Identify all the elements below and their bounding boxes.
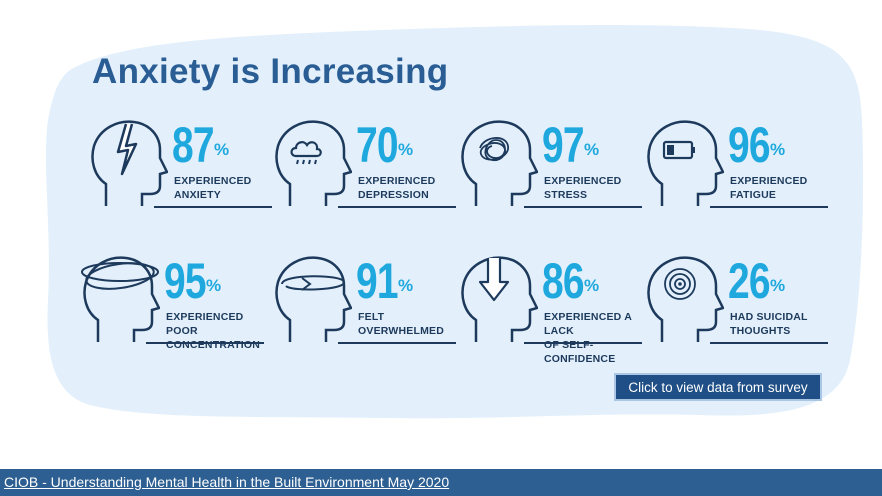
footer-source-link[interactable]: CIOB - Understanding Mental Health in th… [4, 474, 450, 490]
stat-unit: % [398, 276, 414, 295]
stat-unit: % [584, 140, 600, 159]
stat-label: EXPERIENCED A LACK OF SELF-CONFIDENCE [544, 311, 632, 365]
divider [524, 206, 642, 208]
head-down-arrow-icon [458, 254, 539, 346]
stat-value: 91 [356, 253, 399, 309]
stat-value: 87 [172, 117, 215, 173]
stat-unit: % [770, 276, 786, 295]
stat-value: 70 [356, 117, 399, 173]
stat-value: 95 [164, 253, 207, 309]
stat-unit: % [770, 140, 786, 159]
divider [154, 206, 272, 208]
divider [524, 342, 642, 344]
stat-unit: % [206, 276, 222, 295]
stat-value: 96 [728, 117, 771, 173]
head-circular-arrow-icon [272, 254, 353, 346]
stat-label: FELT OVERWHELMED [358, 311, 445, 337]
head-orbit-rings-icon [80, 254, 161, 346]
head-target-icon [644, 254, 725, 346]
stat-value: 97 [542, 117, 585, 173]
view-survey-data-button[interactable]: Click to view data from survey [614, 373, 822, 401]
stat-overwhelmed: 91% FELT OVERWHELMED [272, 254, 462, 354]
stat-unit: % [584, 276, 600, 295]
stat-anxiety: 87% EXPERIENCED ANXIETY [88, 118, 278, 218]
stat-value: 86 [542, 253, 585, 309]
stat-label: EXPERIENCED POOR CONCENTRATION [166, 311, 260, 351]
stat-label: EXPERIENCED STRESS [544, 175, 622, 201]
stat-label: EXPERIENCED FATIGUE [730, 175, 808, 201]
stat-depression: 70% EXPERIENCED DEPRESSION [272, 118, 462, 218]
stat-label: EXPERIENCED DEPRESSION [358, 175, 436, 201]
stat-stress: 97% EXPERIENCED STRESS [458, 118, 648, 218]
stat-label: EXPERIENCED ANXIETY [174, 175, 252, 201]
head-low-battery-icon [644, 118, 725, 210]
divider [338, 342, 456, 344]
divider [338, 206, 456, 208]
stat-label: HAD SUICIDAL THOUGHTS [730, 311, 808, 337]
stat-value: 26 [728, 253, 771, 309]
divider [710, 206, 828, 208]
stat-suicidal-thoughts: 26% HAD SUICIDAL THOUGHTS [644, 254, 834, 354]
stat-unit: % [398, 140, 414, 159]
divider [710, 342, 828, 344]
stat-unit: % [214, 140, 230, 159]
stat-concentration: 95% EXPERIENCED POOR CONCENTRATION [80, 254, 270, 354]
stat-self-confidence: 86% EXPERIENCED A LACK OF SELF-CONFIDENC… [458, 253, 648, 365]
footer-bar: CIOB - Understanding Mental Health in th… [0, 469, 882, 496]
page-title: Anxiety is Increasing [92, 52, 449, 91]
background-blob [45, 25, 864, 419]
head-lightning-icon [88, 118, 169, 210]
stat-fatigue: 96% EXPERIENCED FATIGUE [644, 118, 834, 218]
head-scribble-icon [458, 118, 539, 210]
head-raincloud-icon [272, 118, 353, 210]
divider [146, 342, 264, 344]
